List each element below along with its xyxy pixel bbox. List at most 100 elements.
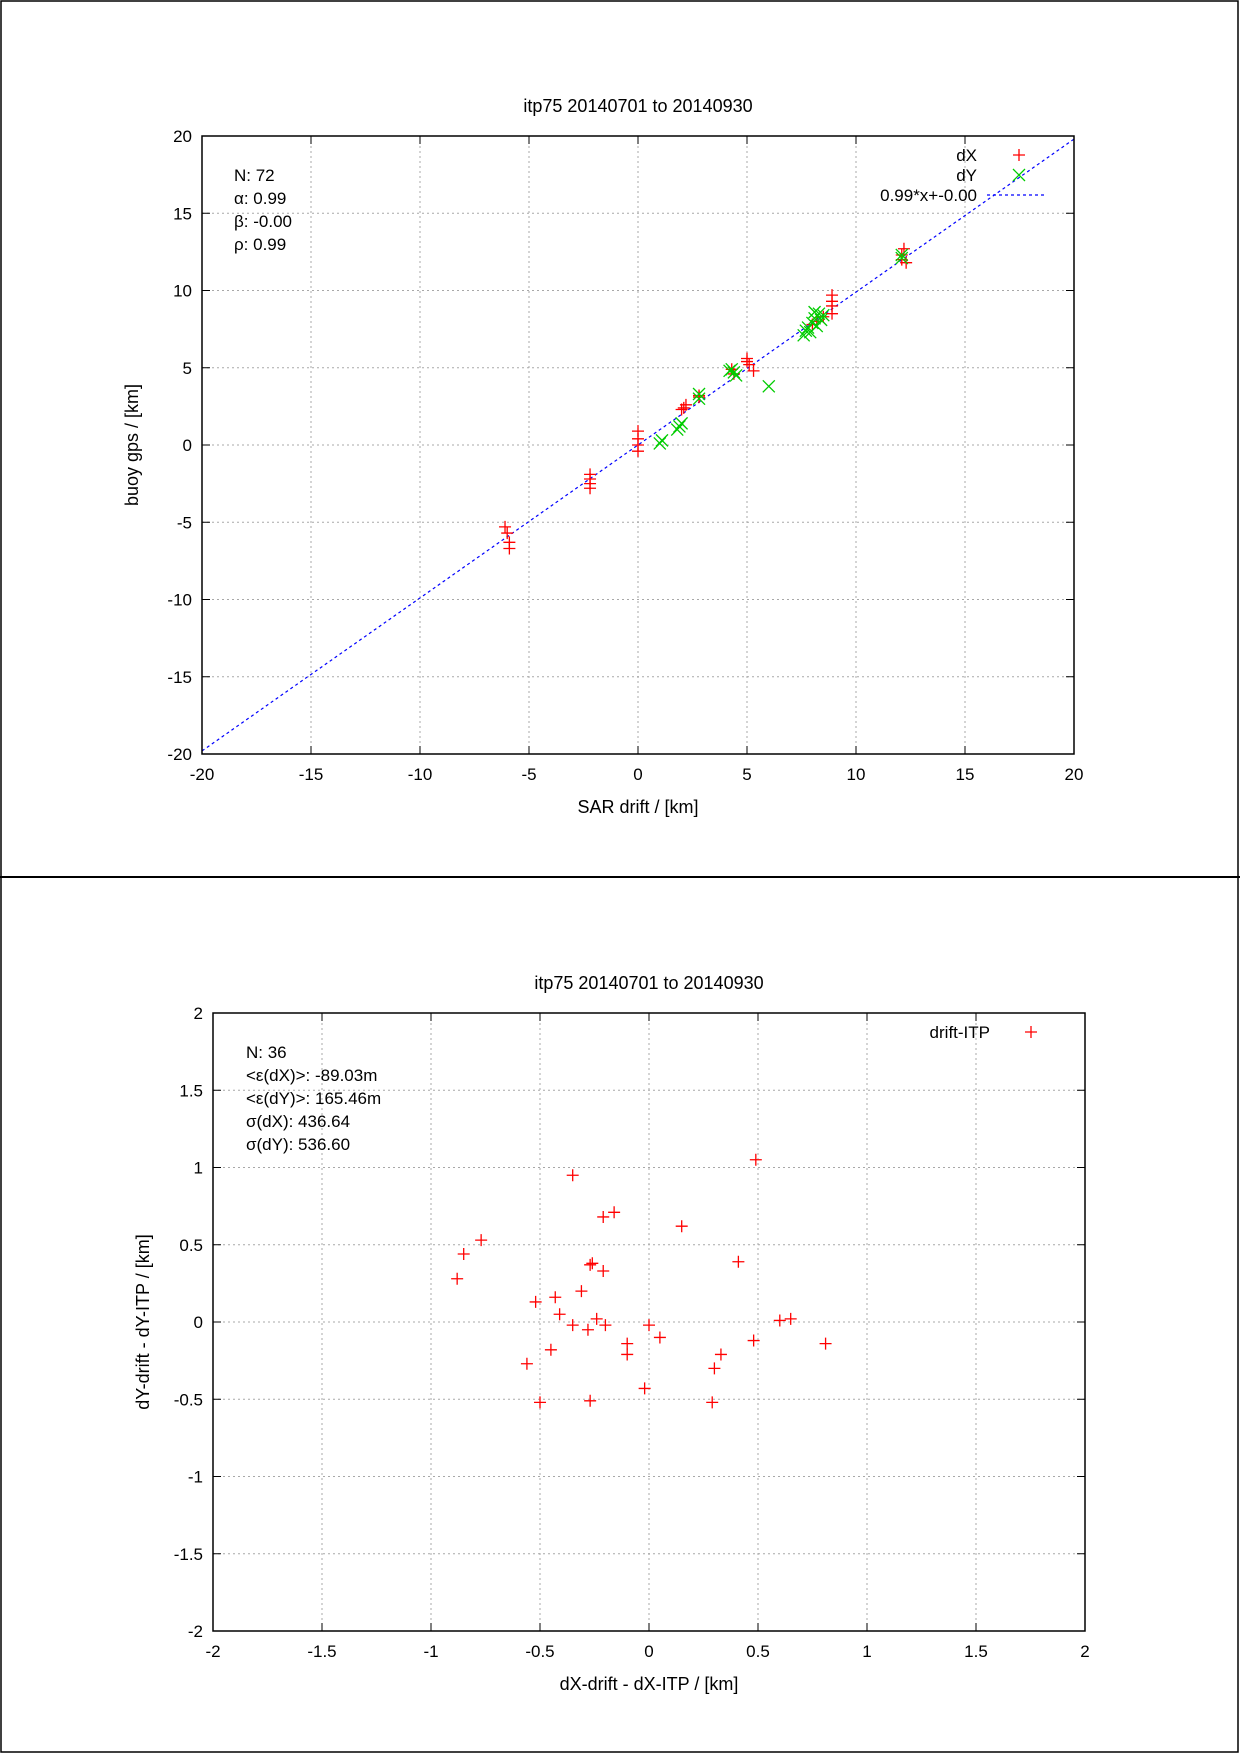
y-tick-label: -15 [167, 668, 192, 687]
legend-label-dy: dY [956, 166, 977, 185]
x-axis-label: SAR drift / [km] [577, 797, 698, 817]
data-point [566, 1319, 579, 1332]
data-point [743, 358, 756, 371]
data-point [597, 1210, 610, 1223]
data-point [503, 542, 516, 555]
y-axis-label: buoy gps / [km] [122, 384, 142, 506]
y-tick-label: 0.5 [179, 1236, 203, 1255]
y-tick-label: 5 [183, 359, 192, 378]
series-dy [653, 248, 909, 450]
chart-title: itp75 20140701 to 20140930 [534, 973, 763, 993]
data-point [784, 1312, 797, 1325]
data-point [501, 527, 514, 540]
x-tick-label: 0 [644, 1642, 653, 1661]
data-point [675, 1220, 688, 1233]
data-point [714, 1348, 727, 1361]
x-tick-label: 1.5 [964, 1642, 988, 1661]
stat-sigma-dy: σ(dY): 536.60 [246, 1135, 350, 1154]
stat-mean-dx: <ε(dX)>: -89.03m [246, 1066, 377, 1085]
data-point [457, 1248, 470, 1261]
x-tick-label: 20 [1065, 765, 1084, 784]
x-tick-label: 2 [1080, 1642, 1089, 1661]
data-point [586, 1257, 599, 1270]
legend-label-fit: 0.99*x+-0.00 [880, 186, 977, 205]
data-point [544, 1343, 557, 1356]
data-point [575, 1285, 588, 1298]
data-point [653, 1331, 666, 1344]
data-point [638, 1382, 651, 1395]
y-tick-label: 0 [194, 1313, 203, 1332]
y-tick-label: -1.5 [174, 1545, 203, 1564]
data-point [520, 1357, 533, 1370]
data-point [747, 1334, 760, 1347]
data-point [677, 401, 690, 414]
data-point [816, 308, 830, 322]
data-point [729, 369, 743, 382]
data-point [895, 248, 909, 262]
data-point [692, 387, 706, 401]
stat-mean-dy: <ε(dY)>: 165.46m [246, 1089, 381, 1108]
x-tick-label: -2 [205, 1642, 220, 1661]
y-tick-label: 20 [173, 127, 192, 146]
data-point [797, 328, 811, 342]
x-tick-label: -20 [190, 765, 215, 784]
x-tick-label: -1 [423, 1642, 438, 1661]
data-point [741, 352, 753, 365]
stats-box: N: 72 α: 0.99 β: -0.00 ρ: 0.99 [234, 166, 292, 254]
x-tick-label: -1.5 [307, 1642, 336, 1661]
stat-n: N: 72 [234, 166, 275, 185]
data-point [747, 364, 760, 377]
data-point [632, 445, 644, 458]
data-point [819, 1337, 832, 1350]
x-tick-label: 0.5 [746, 1642, 770, 1661]
data-point [590, 1312, 603, 1325]
series-dx [499, 242, 913, 555]
x-tick-label: -5 [521, 765, 536, 784]
stat-sigma-dx: σ(dX): 436.64 [246, 1112, 350, 1131]
data-point [584, 1258, 597, 1271]
data-point [895, 251, 909, 265]
data-point [814, 313, 828, 327]
y-tick-label: 0 [183, 436, 192, 455]
y-tick-label: -1 [188, 1468, 203, 1487]
axis-ticks: -2 -1.5 -1 -0.5 0 0.5 1 1.5 2 -2 -1.5 -1 -0.5 0 0.5 1 1.… [174, 1004, 1090, 1661]
y-axis-label: dY-drift - dY-ITP / [km] [133, 1234, 153, 1409]
stat-alpha: α: 0.99 [234, 189, 286, 208]
legend: drift-ITP [930, 1023, 1037, 1042]
data-point [749, 1153, 762, 1166]
chart-title: itp75 20140701 to 20140930 [523, 96, 752, 116]
data-point [810, 319, 824, 333]
data-point [675, 416, 689, 430]
data-point [655, 433, 669, 447]
data-points [499, 242, 913, 555]
x-tick-label: 1 [862, 1642, 871, 1661]
x-tick-label: 15 [956, 765, 975, 784]
x-tick-label: -15 [299, 765, 324, 784]
data-point [732, 1255, 745, 1268]
data-point [773, 1314, 786, 1327]
data-point [584, 1394, 597, 1407]
x-tick-label: 10 [847, 765, 866, 784]
y-tick-label: 10 [173, 282, 192, 301]
series-drift-itp [451, 1153, 832, 1409]
data-point [706, 1396, 719, 1409]
data-points [451, 1153, 832, 1409]
y-tick-label: -5 [177, 513, 192, 532]
data-point [549, 1291, 562, 1304]
x-tick-label: -10 [408, 765, 433, 784]
data-point [553, 1308, 566, 1321]
data-point [475, 1234, 488, 1247]
stats-box: N: 36 <ε(dX)>: -89.03m <ε(dY)>: 165.46m … [246, 1043, 381, 1154]
bottom-panel-border [0, 876, 1239, 1753]
x-tick-label: -0.5 [525, 1642, 554, 1661]
legend: dX dY 0.99*x+-0.00 [880, 146, 1046, 205]
data-point [534, 1396, 546, 1409]
data-point [762, 379, 776, 393]
y-tick-label: -2 [188, 1622, 203, 1641]
legend-label-drift-itp: drift-ITP [930, 1023, 990, 1042]
x-axis-label: dX-drift - dX-ITP / [km] [560, 1674, 739, 1694]
legend-marker [1025, 1026, 1037, 1038]
data-point [708, 1362, 721, 1375]
y-tick-label: 1 [194, 1159, 203, 1178]
